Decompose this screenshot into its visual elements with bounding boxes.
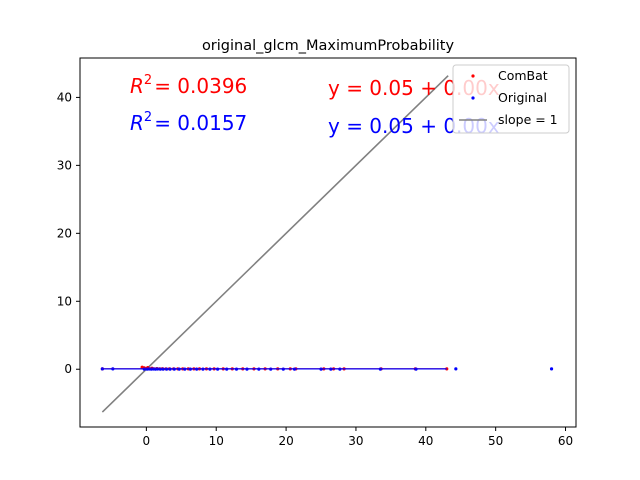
x-tick-label: 20 bbox=[278, 434, 293, 448]
axes-frame bbox=[79, 57, 577, 428]
x-tick-label: 40 bbox=[418, 434, 433, 448]
legend-label: ComBat bbox=[498, 68, 548, 83]
x-tick-label: 30 bbox=[348, 434, 363, 448]
legend-label: slope = 1 bbox=[498, 112, 558, 127]
plot-contents bbox=[100, 75, 554, 413]
reference-line-slope-1 bbox=[101, 75, 449, 413]
point-original bbox=[454, 367, 458, 371]
y-tick-label: 30 bbox=[57, 158, 72, 172]
legend-marker-combat bbox=[471, 74, 475, 78]
legend-marker-original bbox=[471, 96, 475, 100]
point-original bbox=[549, 367, 554, 371]
legend: ComBat Original slope = 1 bbox=[452, 64, 570, 134]
y-tick-label: 20 bbox=[57, 226, 72, 240]
legend-label: Original bbox=[498, 90, 547, 105]
chart-title: original_glcm_MaximumProbability bbox=[202, 38, 455, 54]
legend-box bbox=[452, 64, 570, 134]
r-squared-annotation-original: R2 = 0.0157 bbox=[130, 110, 247, 135]
y-tick-label: 10 bbox=[57, 294, 72, 308]
y-tick-label: 0 bbox=[64, 362, 72, 376]
x-tick-label: 50 bbox=[488, 434, 503, 448]
x-tick-label: 0 bbox=[143, 434, 151, 448]
r-squared-annotation-combat: R2 = 0.0396 bbox=[130, 73, 247, 98]
x-tick-label: 60 bbox=[558, 434, 573, 448]
x-tick-label: 10 bbox=[209, 434, 224, 448]
y-tick-label: 40 bbox=[57, 90, 72, 104]
